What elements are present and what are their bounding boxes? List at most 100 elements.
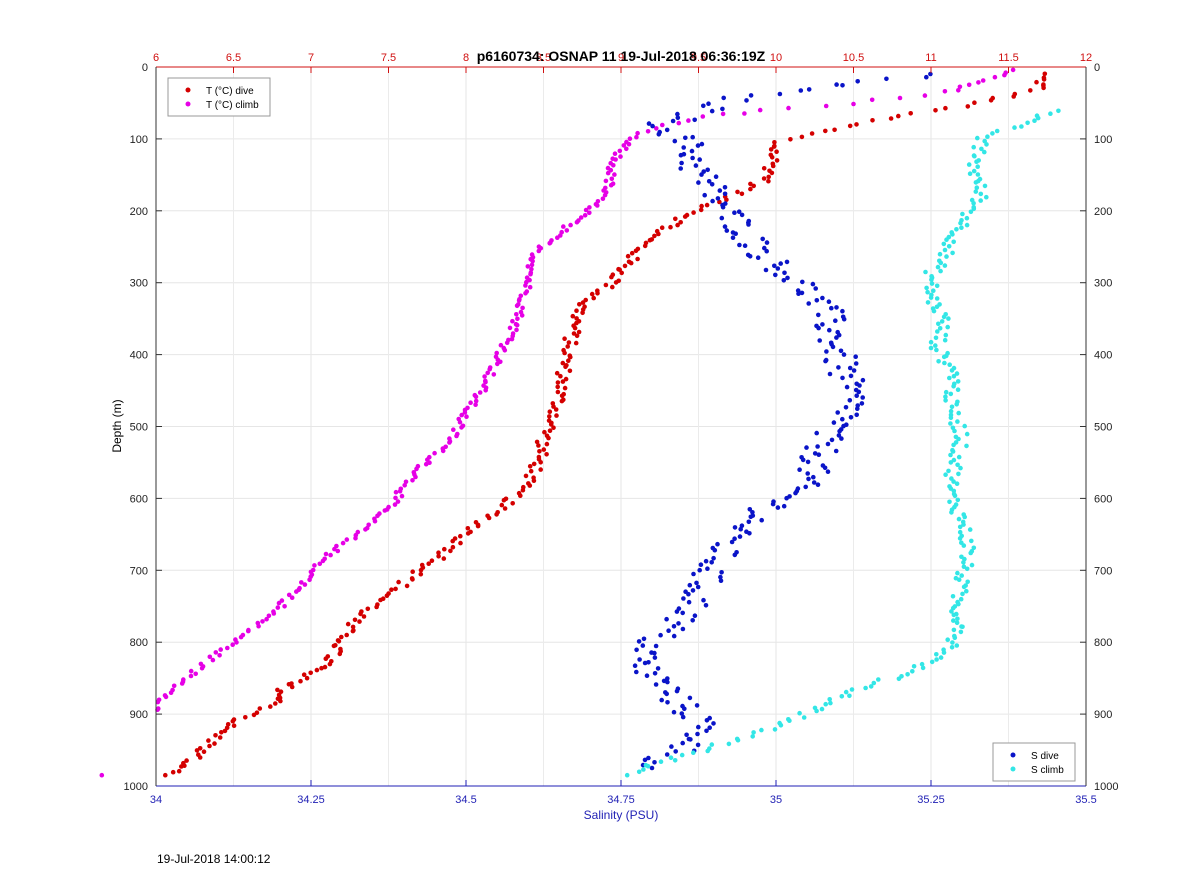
- top-x-tick-label: 7: [308, 52, 314, 64]
- data-point: [928, 339, 934, 345]
- data-point: [695, 731, 700, 737]
- data-point: [985, 134, 990, 139]
- data-point: [959, 573, 964, 578]
- data-point: [323, 551, 329, 557]
- data-point: [621, 143, 627, 148]
- data-point: [320, 558, 326, 564]
- data-point: [609, 274, 614, 280]
- bottom-x-tick-label: 35.25: [917, 794, 945, 806]
- data-point: [365, 606, 371, 612]
- data-point: [576, 329, 582, 335]
- data-point: [709, 108, 715, 114]
- data-point: [531, 478, 537, 484]
- data-point: [673, 749, 678, 754]
- data-point: [787, 718, 792, 723]
- y-tick-label-right: 500: [1094, 422, 1112, 434]
- data-point: [1002, 72, 1007, 78]
- data-point: [847, 123, 853, 129]
- data-point: [938, 260, 944, 266]
- data-point: [762, 245, 767, 251]
- data-point: [399, 493, 405, 499]
- data-point: [502, 348, 508, 353]
- data-point: [994, 128, 1000, 134]
- legend-box: [992, 742, 1076, 782]
- data-point: [671, 633, 677, 639]
- data-point: [768, 147, 774, 152]
- data-point: [810, 281, 816, 287]
- data-point: [664, 691, 669, 697]
- data-point: [668, 224, 673, 230]
- data-point: [934, 304, 940, 310]
- data-point: [647, 237, 653, 243]
- data-point: [700, 114, 706, 119]
- y-tick-label-right: 400: [1094, 350, 1112, 362]
- data-point: [960, 591, 965, 597]
- data-point: [922, 93, 928, 98]
- data-point: [751, 730, 756, 735]
- data-point: [257, 706, 263, 711]
- data-point: [935, 329, 940, 334]
- data-point: [975, 172, 981, 177]
- data-point: [702, 192, 707, 198]
- data-point: [956, 577, 962, 582]
- data-point: [562, 385, 568, 391]
- data-point: [1056, 108, 1061, 114]
- data-point: [697, 157, 702, 162]
- data-point: [578, 215, 584, 220]
- data-point: [642, 660, 648, 666]
- data-point: [954, 371, 960, 376]
- data-point: [785, 275, 790, 281]
- data-point: [587, 205, 592, 210]
- data-point: [816, 452, 822, 458]
- data-point: [432, 450, 437, 456]
- data-point: [665, 700, 670, 705]
- data-point: [656, 132, 662, 137]
- data-point: [836, 433, 842, 438]
- data-point: [876, 677, 881, 682]
- legend-salinity: S dive S climb: [992, 742, 1076, 782]
- data-point: [964, 431, 970, 437]
- data-point: [495, 361, 500, 367]
- data-point: [832, 127, 837, 133]
- data-point: [350, 624, 356, 630]
- data-point: [475, 523, 481, 529]
- data-point: [933, 343, 938, 348]
- data-point: [771, 144, 777, 149]
- data-point: [784, 259, 790, 265]
- data-point: [687, 695, 693, 701]
- data-point: [547, 241, 552, 246]
- data-point: [344, 632, 350, 638]
- data-point: [956, 410, 961, 416]
- data-point: [582, 213, 588, 218]
- data-point: [809, 131, 815, 136]
- data-point: [831, 420, 837, 425]
- data-point: [551, 404, 556, 409]
- data-point: [697, 567, 702, 573]
- data-point: [566, 340, 572, 345]
- data-point: [971, 206, 977, 212]
- data-point: [736, 209, 742, 214]
- data-point: [260, 619, 265, 624]
- data-point: [680, 740, 685, 746]
- data-point: [951, 442, 956, 448]
- data-point: [959, 225, 964, 230]
- data-point: [720, 106, 725, 112]
- data-point: [816, 325, 821, 331]
- legend-marker: [185, 101, 191, 107]
- data-point: [956, 88, 961, 93]
- data-point: [884, 76, 889, 82]
- data-point: [855, 406, 860, 412]
- data-point: [962, 423, 967, 429]
- data-point: [719, 215, 725, 221]
- data-point: [1028, 88, 1033, 93]
- data-point: [170, 769, 176, 775]
- data-point: [990, 131, 995, 136]
- data-point: [719, 570, 724, 575]
- data-point: [213, 650, 219, 655]
- data-point: [393, 586, 398, 592]
- data-point: [218, 647, 223, 652]
- data-point: [527, 464, 533, 469]
- data-point: [653, 643, 659, 649]
- data-point: [392, 502, 398, 507]
- data-point: [691, 750, 696, 755]
